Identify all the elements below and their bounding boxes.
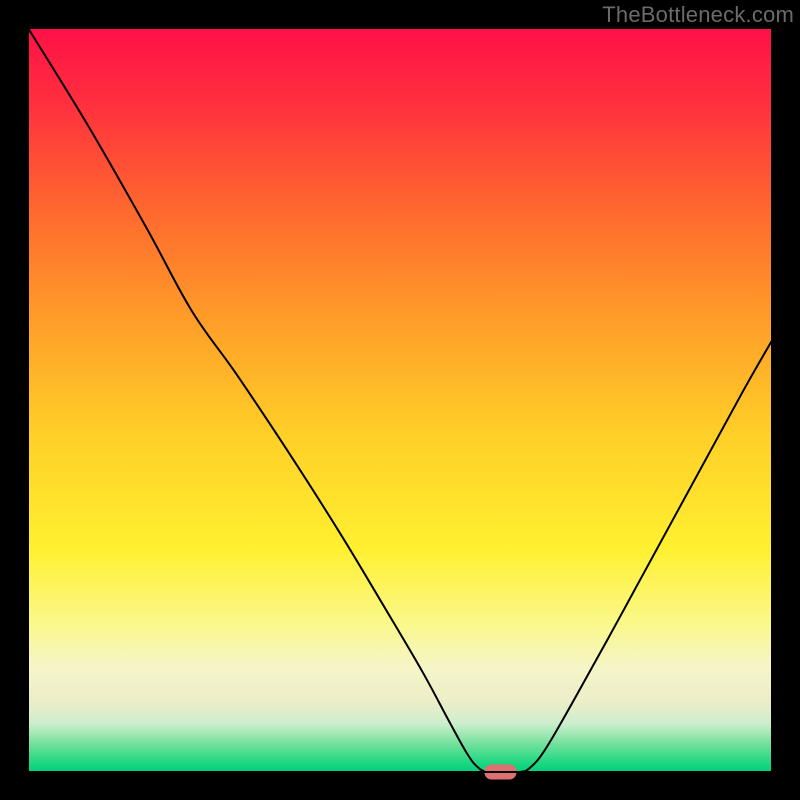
plot-background bbox=[28, 28, 772, 772]
bottleneck-chart bbox=[0, 0, 800, 800]
watermark-label: TheBottleneck.com bbox=[602, 2, 794, 28]
